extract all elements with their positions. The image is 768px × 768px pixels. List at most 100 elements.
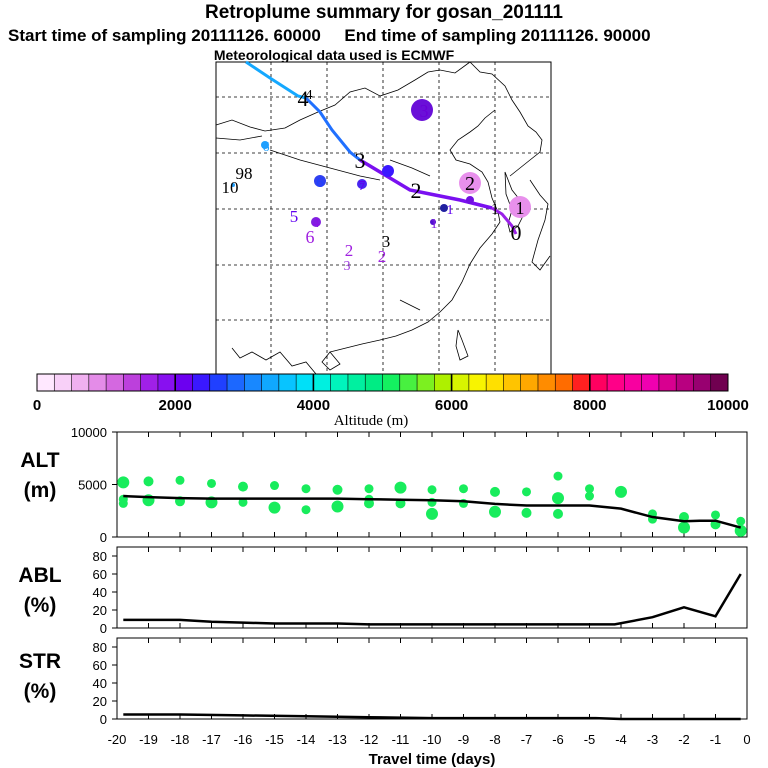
- colorbar-swatch: [296, 374, 314, 391]
- y-tick-label: 20: [93, 603, 107, 618]
- x-tick-label: -16: [234, 732, 253, 747]
- colorbar-swatch: [555, 374, 573, 391]
- y-tick-label: 0: [100, 530, 107, 545]
- colorbar-swatch: [244, 374, 262, 391]
- colorbar-swatch: [261, 374, 280, 391]
- map-label: 3: [420, 101, 429, 121]
- colorbar-swatch: [520, 374, 539, 391]
- colorbar-label: Altitude (m): [334, 413, 409, 429]
- altitude-point: [270, 481, 279, 491]
- x-tick-label: -20: [108, 732, 127, 747]
- colorbar-swatch: [624, 374, 642, 391]
- altitude-point: [207, 478, 216, 488]
- altitude-point: [175, 475, 185, 485]
- plume-blob: [261, 141, 269, 149]
- altitude-point: [301, 484, 311, 494]
- trajectory-segment: [304, 96, 361, 162]
- colorbar-swatch: [123, 374, 141, 391]
- y-tick-label: 80: [93, 640, 107, 655]
- trajectory-segment: [359, 158, 493, 210]
- start-time-label: Start time of sampling 20111126. 60000: [8, 26, 321, 45]
- colorbar-swatch: [589, 374, 608, 391]
- colorbar-swatch: [676, 374, 694, 391]
- altitude-point: [394, 481, 407, 494]
- panel-ylabel: ABL: [18, 564, 61, 587]
- colorbar-swatch: [486, 374, 504, 391]
- x-tick-label: -6: [552, 732, 564, 747]
- altitude-point: [615, 485, 627, 498]
- plume-blob: [440, 204, 448, 212]
- plume-blob: [382, 165, 394, 177]
- y-tick-label: 80: [93, 549, 107, 564]
- map-label: 4: [306, 88, 313, 103]
- altitude-point: [711, 510, 720, 520]
- colorbar-tick-label: 8000: [573, 397, 606, 414]
- panel-ylabel: STR: [19, 650, 61, 673]
- colorbar-swatch: [641, 374, 660, 391]
- panel-ylabel: (%): [24, 594, 57, 617]
- colorbar-tick-label: 10000: [707, 397, 749, 414]
- y-tick-label: 20: [93, 694, 107, 709]
- x-tick-label: -5: [584, 732, 596, 747]
- y-tick-label: 60: [93, 658, 107, 673]
- y-tick-label: 40: [93, 585, 107, 600]
- colorbar-swatch: [434, 374, 452, 391]
- x-tick-label: -14: [297, 732, 316, 747]
- altitude-point: [238, 481, 248, 492]
- map-label: 1: [447, 203, 454, 218]
- trajectory-segment: [491, 206, 518, 235]
- colorbar-swatch: [417, 374, 435, 391]
- map-frame: [215, 61, 552, 375]
- panel-frame: [116, 546, 748, 629]
- map-label: 7: [359, 179, 366, 194]
- altitude-point: [331, 500, 344, 513]
- x-tick-label: -8: [489, 732, 501, 747]
- map-label: 2: [465, 173, 475, 195]
- x-tick-label: -19: [139, 732, 158, 747]
- plume-blob: [466, 196, 474, 204]
- time-series-panels: 10000 5000 0 ALT (m) 80 60 40 20 0 ABL (%) 80 60 40 20 0…: [18, 425, 750, 768]
- altitude-point: [459, 484, 468, 494]
- map-label: 2: [345, 241, 354, 260]
- map-label: 1: [491, 201, 499, 218]
- plume-blob: [459, 172, 481, 194]
- panel-ylabel: ALT: [20, 449, 59, 472]
- colorbar-tick-label: 4000: [297, 397, 330, 414]
- colorbar-swatch: [278, 374, 297, 391]
- y-tick-label: 5000: [78, 478, 107, 493]
- x-tick-label: -3: [647, 732, 659, 747]
- plume-blob: [430, 219, 436, 225]
- map-label: 2: [378, 247, 387, 266]
- plume-blob: [311, 217, 321, 227]
- colorbar-tick-label: 0: [33, 397, 41, 414]
- colorbar-swatch: [71, 374, 90, 391]
- plume-blob: [314, 175, 326, 187]
- x-tick-label: -11: [392, 732, 410, 747]
- colorbar-swatch: [37, 374, 55, 391]
- altitude-point: [238, 497, 248, 507]
- altitude-point: [552, 492, 564, 505]
- plume-blob: [411, 99, 433, 121]
- colorbar-swatch: [365, 374, 383, 391]
- map-label: 0: [511, 220, 522, 245]
- plume-blob: [357, 179, 367, 189]
- altitude-point: [553, 471, 563, 481]
- map-label: 3: [344, 259, 351, 274]
- x-tick-label: -12: [360, 732, 379, 747]
- colorbar-swatch: [175, 374, 193, 391]
- y-tick-label: 60: [93, 567, 107, 582]
- trajectory-segment: [245, 60, 307, 100]
- colorbar-tick-label: 6000: [435, 397, 468, 414]
- map-label: 1: [431, 217, 438, 232]
- altitude-point: [332, 484, 343, 495]
- map-label: 7: [359, 181, 365, 193]
- x-tick-label: -17: [202, 732, 221, 747]
- altitude-point: [268, 501, 281, 514]
- map-label: 4: [313, 216, 320, 231]
- colorbar-swatch: [140, 374, 159, 391]
- figure-title: Retroplume summary for gosan_201111: [205, 2, 563, 23]
- plume-blob: [231, 183, 235, 187]
